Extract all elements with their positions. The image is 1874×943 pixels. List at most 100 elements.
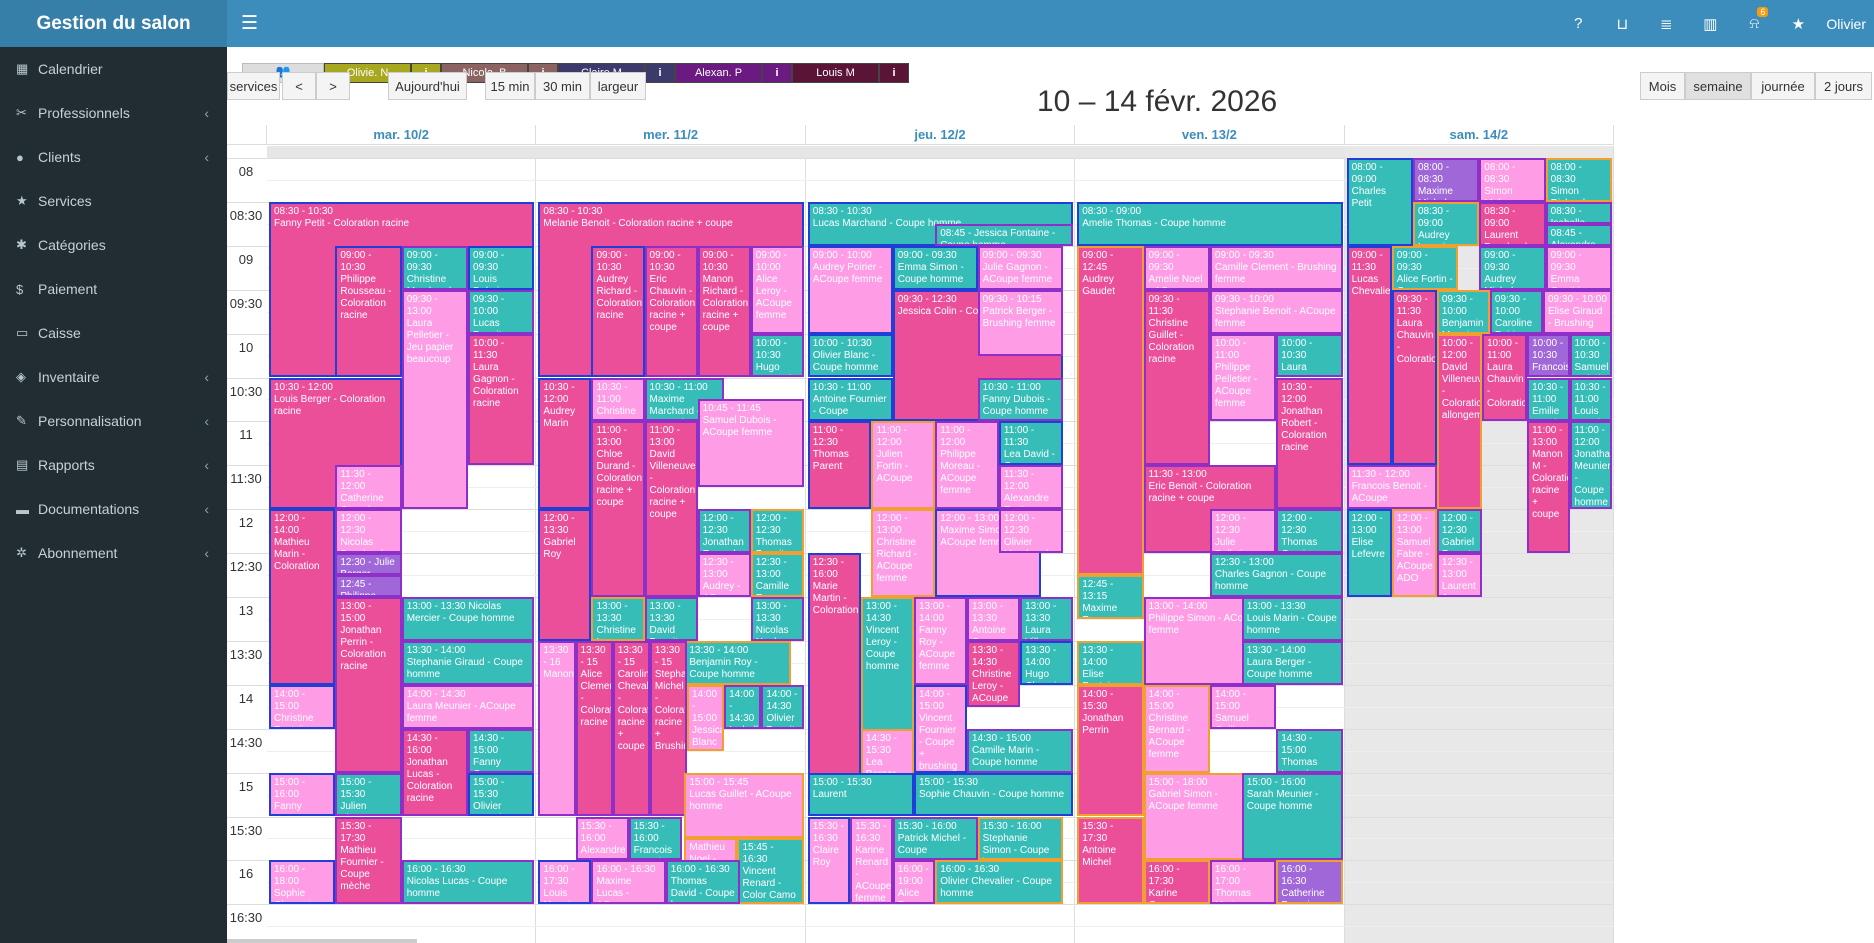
appointment-event[interactable]: 15:00 - 18:00 Gabriel Simon - ACoupe femm… — [1143, 772, 1245, 861]
services-button[interactable]: services — [227, 72, 280, 100]
day-column[interactable] — [806, 146, 1076, 943]
sidebar-item-inventaire[interactable]: ◈ Inventaire ‹ — [0, 355, 227, 399]
day-column[interactable] — [267, 146, 537, 943]
appointment-event[interactable]: 11:00 - 12:00 Philippe Moreau - ACoupe fe… — [935, 421, 999, 510]
sidebar-item-calendrier[interactable]: ▦ Calendrier — [0, 47, 227, 91]
today-button[interactable]: Aujourd'hui — [388, 72, 467, 100]
appointment-event[interactable]: 12:45 - Philippe Roux — [335, 575, 402, 597]
appointment-event[interactable]: 09:00 - 10:30 Philippe Rousseau - Colorat… — [335, 245, 402, 378]
help-icon[interactable]: ? — [1574, 15, 1583, 32]
appointment-event[interactable]: 09:30 - 13:00 Laura Pelletier - Jeu papie… — [401, 289, 469, 510]
appointment-event[interactable]: 12:00 - 13:30 Gabriel Roy — [538, 509, 592, 641]
sidebar-item-caisse[interactable]: ▭ Caisse — [0, 311, 227, 355]
bell-icon[interactable]: ⍾ 6 — [1732, 7, 1776, 32]
interval-30-button[interactable]: 30 min — [535, 72, 590, 100]
appointment-event[interactable]: 09:00 - 09:30 Julie Gagnon - ACoupe femme — [977, 245, 1063, 290]
appointment-event[interactable]: 11:30 - 12:00 Francois Benoit - ACoupe — [1346, 465, 1437, 510]
appointment-event[interactable]: 14:30 - 15:00 Camille Marin - Coupe homme — [967, 728, 1074, 773]
trash-icon[interactable]: ▥ — [1703, 15, 1718, 33]
appointment-event[interactable]: 15:30 - 16:00 Patrick Michel - Coupe — [892, 816, 978, 861]
day-header[interactable]: ven. 13/2 — [1075, 125, 1345, 145]
appointment-event[interactable]: 15:00 - 15:45 Lucas Guillet - ACoupe homm… — [684, 772, 804, 839]
appointment-event[interactable]: 15:30 - 17:30 Antoine Michel — [1077, 816, 1144, 905]
appointment-event[interactable]: 13:30 - 14:00 Stephanie Giraud - Coupe ho… — [401, 640, 535, 685]
appointment-event[interactable]: 08:45 - Jessica Fontaine - Coupe homme — [935, 223, 1074, 246]
sidebar-item-rapports[interactable]: ▤ Rapports ‹ — [0, 443, 227, 487]
view-2days-button[interactable]: 2 jours — [1815, 72, 1872, 100]
appointment-event[interactable]: 13:00 - 13:30 Louis Marin - Coupe homme — [1241, 597, 1343, 641]
appointment-event[interactable]: 09:30 - 10:15 Patrick Berger - Brushing f… — [977, 289, 1063, 356]
appointment-event[interactable]: 16:00 - 16:30 Olivier Chevalier - Coupe h… — [935, 860, 1063, 905]
appointment-event[interactable]: 13:30 - 15Stephanie Michel - Coloration … — [649, 640, 687, 817]
appointment-event[interactable]: 12:00 - 14:00 Mathieu Marin - Coloration — [269, 509, 336, 685]
appointment-event[interactable]: 15:00 - 16:00 Sarah Meunier - Coupe homme — [1241, 772, 1343, 861]
appointment-event[interactable]: 08:30 - Isabelle — [1545, 201, 1612, 224]
appointment-event[interactable]: 09:00 - 12:45 Audrey Gaudet — [1077, 245, 1144, 576]
width-button[interactable]: largeur — [590, 72, 646, 100]
appointment-event[interactable]: 13:00 - 14:30 Vincent Leroy - Coupe homme — [860, 597, 914, 751]
appointment-event[interactable]: 14:00 - 15:30 Jonathan Perrin — [1077, 684, 1144, 817]
appointment-event[interactable]: 13:30 - 14:00 Benjamin Roy - Coupe homme — [684, 640, 791, 685]
appointment-event[interactable]: 09:00 - 10:00 Audrey Poirier - ACoupe fem… — [807, 245, 893, 334]
appointment-event[interactable]: 16:00 - 16:30 Nicolas Lucas - Coupe homme — [401, 860, 535, 905]
appointment-event[interactable]: 14:30 - 16:00 Jonathan Lucas - Coloration… — [401, 728, 469, 817]
professional-filter[interactable]: Alexan. P — [675, 63, 762, 83]
appointment-event[interactable]: 10:00 - 10:30 Olivier Blanc - Coupe homme — [807, 333, 893, 378]
list-icon[interactable]: ≣ — [1660, 15, 1673, 33]
appointment-event[interactable]: 09:00 - 10:30 Manon Richard - Coloration … — [697, 245, 751, 378]
appointment-event[interactable]: 14:00 - 15:00 Vincent Fournier - Coupe + … — [913, 684, 968, 773]
appointment-event[interactable]: 13:30 - 14:00 Laura Berger - Coupe homme — [1241, 640, 1343, 685]
sidebar-item-abonnement[interactable]: ✲ Abonnement ‹ — [0, 531, 227, 575]
appointment-event[interactable]: 14:00 - 14:30 Laura Meunier - ACoupe femm… — [401, 684, 535, 729]
appointment-event[interactable]: 09:30 - 11:30 Christine Guillet - Colorat… — [1143, 289, 1210, 466]
sidebar-item-clients[interactable]: ● Clients ‹ — [0, 135, 227, 179]
horizontal-scrollbar[interactable] — [227, 939, 417, 943]
sidebar-item-personnalisation[interactable]: ✎ Personnalisation ‹ — [0, 399, 227, 443]
day-column[interactable] — [1075, 146, 1345, 943]
appointment-event[interactable]: 15:30 - 16:30 Karine Renard - ACoupe femm… — [850, 816, 893, 905]
appointment-event[interactable]: 11:00 - 12:00 Julien Fortin - ACoupe — [871, 421, 936, 510]
appointment-event[interactable]: 11:00 - 13:00 David Villeneuve - Colorati… — [644, 421, 698, 597]
appointment-event[interactable]: 09:30 - 10:00 Stephanie Benoit - ACoupe f… — [1209, 289, 1343, 334]
professional-filter[interactable]: Louis M — [792, 63, 879, 83]
appointment-event[interactable]: 08:45 - Alexandre — [1545, 223, 1612, 246]
appointment-event[interactable]: 15:45 - 16:30 Vincent Renard - Color Camo… — [737, 838, 804, 905]
appointment-event[interactable]: 10:30 - 11:00 Antoine Fournier - Coupe — [807, 377, 893, 422]
appointment-event[interactable]: 10:30 - 12:00 Audrey Marin — [538, 377, 592, 510]
sidebar-item-paiement[interactable]: $ Paiement — [0, 267, 227, 311]
